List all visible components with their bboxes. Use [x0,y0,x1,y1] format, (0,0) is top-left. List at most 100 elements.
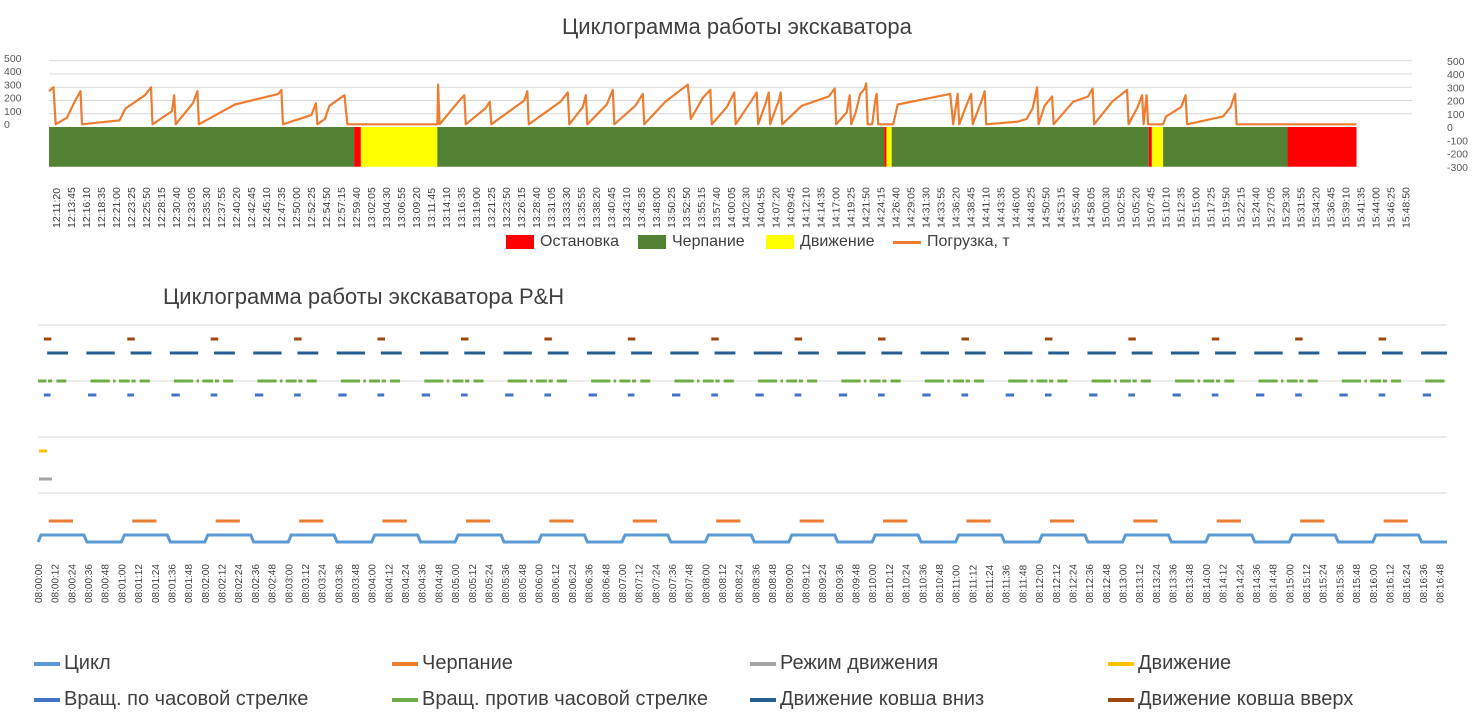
legend2-line-rot-ccw [392,697,418,702]
x-tick-label: 14:36:20 [951,187,963,228]
x-tick-label: 13:38:20 [591,187,603,228]
x-tick-label: 12:57:15 [336,187,348,228]
y-left-tick-3: 200 [4,93,22,105]
x-tick-label: 14:17:00 [831,187,843,228]
legend-item-load: Погрузка, т [893,233,1010,251]
x2-tick-label: 08:07:12 [635,564,646,603]
x2-tick-label: 08:15:00 [1285,564,1296,603]
x2-tick-label: 08:06:00 [535,564,546,603]
x2-tick-label: 08:12:12 [1052,564,1063,603]
x-tick-label: 14:07:20 [771,187,783,228]
y-left-tick-1: 400 [4,66,22,78]
x-tick-label: 14:55:40 [1071,187,1083,228]
chart2-series [36,337,1447,544]
x-tick-label: 12:40:20 [231,187,243,228]
x-tick-label: 13:52:50 [681,187,693,228]
legend2-label-bucket-up: Движение ковша вверх [1138,688,1354,710]
legend2-label-rot-cw: Вращ. по часовой стрелке [64,688,309,710]
x-tick-label: 12:13:45 [66,187,78,228]
x-tick-label: 14:53:15 [1056,187,1068,228]
y-right-tick-6: -100 [1447,135,1468,147]
legend2-label-scooping: Черпание [422,652,513,674]
x2-tick-label: 08:09:12 [801,564,812,603]
x2-tick-label: 08:03:12 [301,564,312,603]
x2-tick-label: 08:09:48 [852,564,863,603]
legend2-line-rot-cw [34,697,60,702]
y-right-tick-5: 0 [1447,122,1453,134]
x2-tick-label: 08:16:12 [1385,564,1396,603]
x-tick-label: 13:23:50 [501,187,513,228]
x-tick-label: 14:02:30 [741,187,753,228]
x2-tick-label: 08:14:00 [1202,564,1213,603]
x-tick-label: 15:24:40 [1251,187,1263,228]
legend-item-stop: Остановка [506,233,619,251]
chart-title-bottom: Циклограмма работы экскаватора P&H [163,284,565,309]
x-tick-label: 13:57:40 [711,187,723,228]
x2-tick-label: 08:15:48 [1352,564,1363,603]
state-bar-5 [886,127,892,167]
x-tick-label: 15:44:00 [1371,187,1383,228]
x2-tick-label: 08:07:36 [668,564,679,603]
x2-tick-label: 08:01:12 [134,564,145,603]
state-bar-4 [884,127,887,167]
x2-tick-label: 08:08:48 [768,564,779,603]
x-tick-label: 12:11:20 [51,188,63,228]
x2-tick-label: 08:13:48 [1185,564,1196,603]
chart-title-top: Циклограмма работы экскаватора [562,14,912,39]
x2-tick-label: 08:09:36 [835,564,846,603]
x-tick-label: 15:12:35 [1176,187,1188,228]
x2-tick-label: 08:08:24 [735,564,746,603]
legend2-label-moving: Движение [1138,652,1232,674]
chart2-gridlines [38,324,1447,494]
x-tick-label: 15:39:10 [1341,187,1353,228]
y-left-tick-2: 300 [4,79,22,91]
x-tick-label: 12:42:45 [246,187,258,228]
x2-tick-label: 08:13:36 [1169,564,1180,603]
x-tick-label: 12:45:10 [261,187,273,228]
x-tick-label: 15:29:30 [1281,187,1293,228]
legend2-label-move-mode: Режим движения [780,652,939,674]
x2-tick-label: 08:07:48 [685,564,696,603]
y-right-tick-1: 400 [1447,69,1465,81]
x2-tick-label: 08:05:48 [518,564,529,603]
x2-tick-label: 08:09:24 [818,564,829,603]
state-bar-1 [354,127,361,167]
x-tick-label: 15:41:35 [1356,187,1368,228]
x-tick-label: 14:19:25 [846,187,858,228]
x2-tick-label: 08:15:24 [1319,564,1330,603]
x2-tick-label: 08:14:12 [1219,564,1230,603]
state-bar-2 [360,127,438,167]
x2-tick-label: 08:07:24 [651,564,662,603]
x2-tick-label: 08:12:36 [1085,564,1096,603]
x-tick-label: 15:31:55 [1296,187,1308,228]
x2-tick-label: 08:05:24 [484,564,495,603]
x2-tick-label: 08:01:24 [151,564,162,603]
x2-tick-label: 08:10:00 [868,564,879,603]
x2-tick-label: 08:05:12 [468,564,479,603]
y-right-tick-4: 100 [1447,109,1465,121]
x2-tick-label: 08:11:24 [985,564,996,603]
x-tick-label: 13:55:15 [696,187,708,228]
x-tick-label: 14:14:35 [816,187,828,228]
x2-tick-label: 08:08:12 [718,564,729,603]
x2-tick-label: 08:14:24 [1235,564,1246,603]
chart1-gridlines [49,60,1412,115]
x2-tick-label: 08:00:36 [84,564,95,603]
x2-tick-label: 08:16:24 [1402,564,1413,603]
y-right-tick-8: -300 [1447,162,1468,174]
legend2-item-rot-ccw: Вращ. против часовой стрелке [392,688,708,711]
x-tick-label: 12:47:35 [276,187,288,228]
x2-tick-label: 08:10:36 [918,564,929,603]
x-tick-label: 13:09:20 [411,187,423,228]
x-tick-label: 13:28:40 [531,187,543,228]
x2-tick-label: 08:14:36 [1252,564,1263,603]
x-tick-label: 13:21:25 [486,187,498,228]
x-tick-label: 14:31:30 [921,187,933,228]
x2-tick-label: 08:02:48 [268,564,279,603]
y-left-tick-0: 500 [4,53,22,65]
x2-tick-label: 08:04:24 [401,564,412,603]
legend-line-load [893,240,921,244]
y-right-tick-0: 500 [1447,56,1465,68]
